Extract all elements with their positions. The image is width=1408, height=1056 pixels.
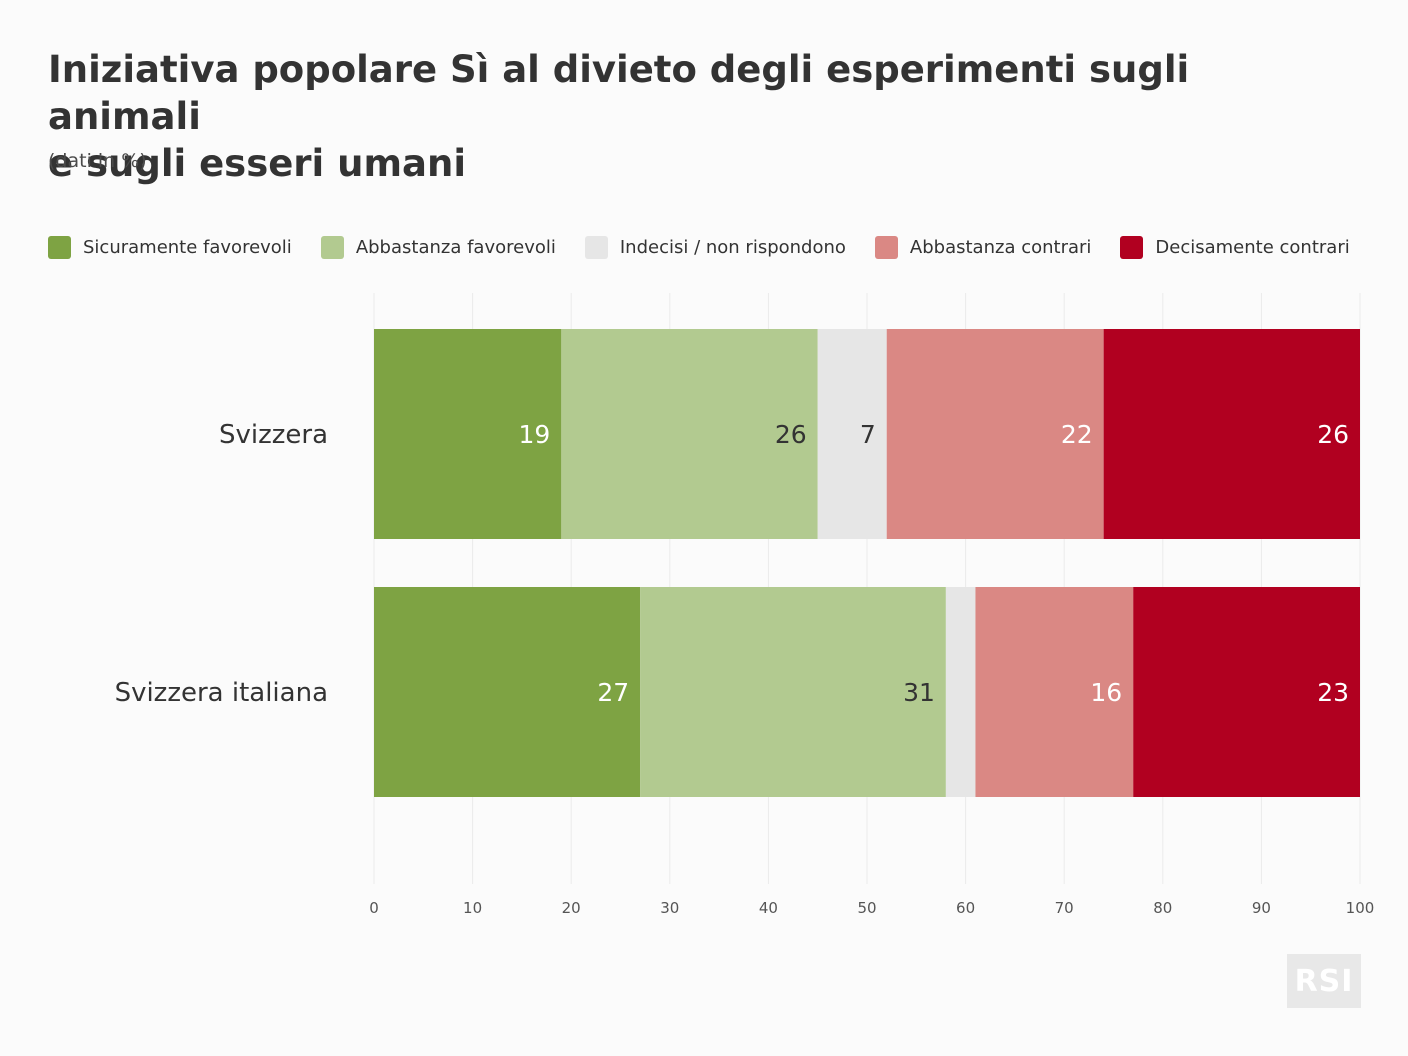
bar-segment bbox=[945, 587, 976, 797]
legend-label: Abbastanza contrari bbox=[909, 236, 1092, 258]
rsi-logo-text: RSI bbox=[1294, 963, 1354, 999]
category-label: Svizzera bbox=[219, 420, 328, 450]
data-label: 16 bbox=[1090, 678, 1122, 707]
x-tick-label: 30 bbox=[660, 899, 679, 917]
bar-segment bbox=[1103, 329, 1360, 539]
category-label: Svizzera italiana bbox=[115, 678, 328, 708]
legend-item: Decisamente contrari bbox=[1120, 235, 1350, 259]
legend-item: Indecisi / non rispondono bbox=[584, 235, 846, 259]
data-label: 19 bbox=[519, 420, 551, 449]
rsi-logo: RSI bbox=[1287, 954, 1361, 1008]
data-label: 22 bbox=[1061, 420, 1093, 449]
legend-swatch bbox=[320, 235, 344, 259]
x-tick-label: 90 bbox=[1252, 899, 1271, 917]
bar-segment bbox=[817, 329, 887, 539]
x-tick-label: 70 bbox=[1055, 899, 1074, 917]
legend-label: Indecisi / non rispondono bbox=[619, 236, 846, 258]
x-tick-label: 0 bbox=[369, 899, 379, 917]
legend-label: Decisamente contrari bbox=[1155, 236, 1350, 258]
bar-segment bbox=[374, 587, 641, 797]
bar-segment bbox=[640, 587, 946, 797]
legend-swatch bbox=[874, 235, 898, 259]
legend: Sicuramente favorevoli Abbastanza favorev… bbox=[48, 233, 1379, 261]
legend-swatch bbox=[584, 235, 608, 259]
legend-label: Abbastanza favorevoli bbox=[355, 236, 556, 258]
chart-title: Iniziativa popolare Sì al divieto degli … bbox=[48, 46, 1268, 187]
legend-item: Sicuramente favorevoli bbox=[48, 235, 292, 259]
bar-segment bbox=[1133, 587, 1360, 797]
x-tick-label: 100 bbox=[1346, 899, 1375, 917]
x-tick-label: 40 bbox=[759, 899, 778, 917]
chart-title-line-1: Iniziativa popolare Sì al divieto degli … bbox=[48, 48, 1190, 138]
bar-segment bbox=[886, 329, 1104, 539]
data-label: 26 bbox=[1317, 420, 1349, 449]
legend-label: Sicuramente favorevoli bbox=[83, 236, 292, 258]
data-label: 23 bbox=[1317, 678, 1349, 707]
x-tick-label: 60 bbox=[956, 899, 975, 917]
x-tick-label: 80 bbox=[1153, 899, 1172, 917]
legend-item: Abbastanza favorevoli bbox=[320, 235, 556, 259]
bar-segment bbox=[561, 329, 818, 539]
data-label: 27 bbox=[597, 678, 629, 707]
legend-swatch bbox=[1120, 235, 1144, 259]
data-label: 7 bbox=[860, 420, 876, 449]
x-tick-label: 20 bbox=[562, 899, 581, 917]
bar-segment bbox=[975, 587, 1134, 797]
data-label: 31 bbox=[903, 678, 935, 707]
x-tick-label: 10 bbox=[463, 899, 482, 917]
legend-swatch bbox=[48, 235, 71, 259]
legend-item: Abbastanza contrari bbox=[874, 235, 1092, 259]
data-label: 26 bbox=[775, 420, 807, 449]
chart-subtitle: (dati in %) bbox=[48, 150, 147, 172]
x-tick-label: 50 bbox=[857, 899, 876, 917]
chart-title-line-2: e sugli esseri umani bbox=[48, 142, 467, 185]
bar-segment bbox=[374, 329, 562, 539]
